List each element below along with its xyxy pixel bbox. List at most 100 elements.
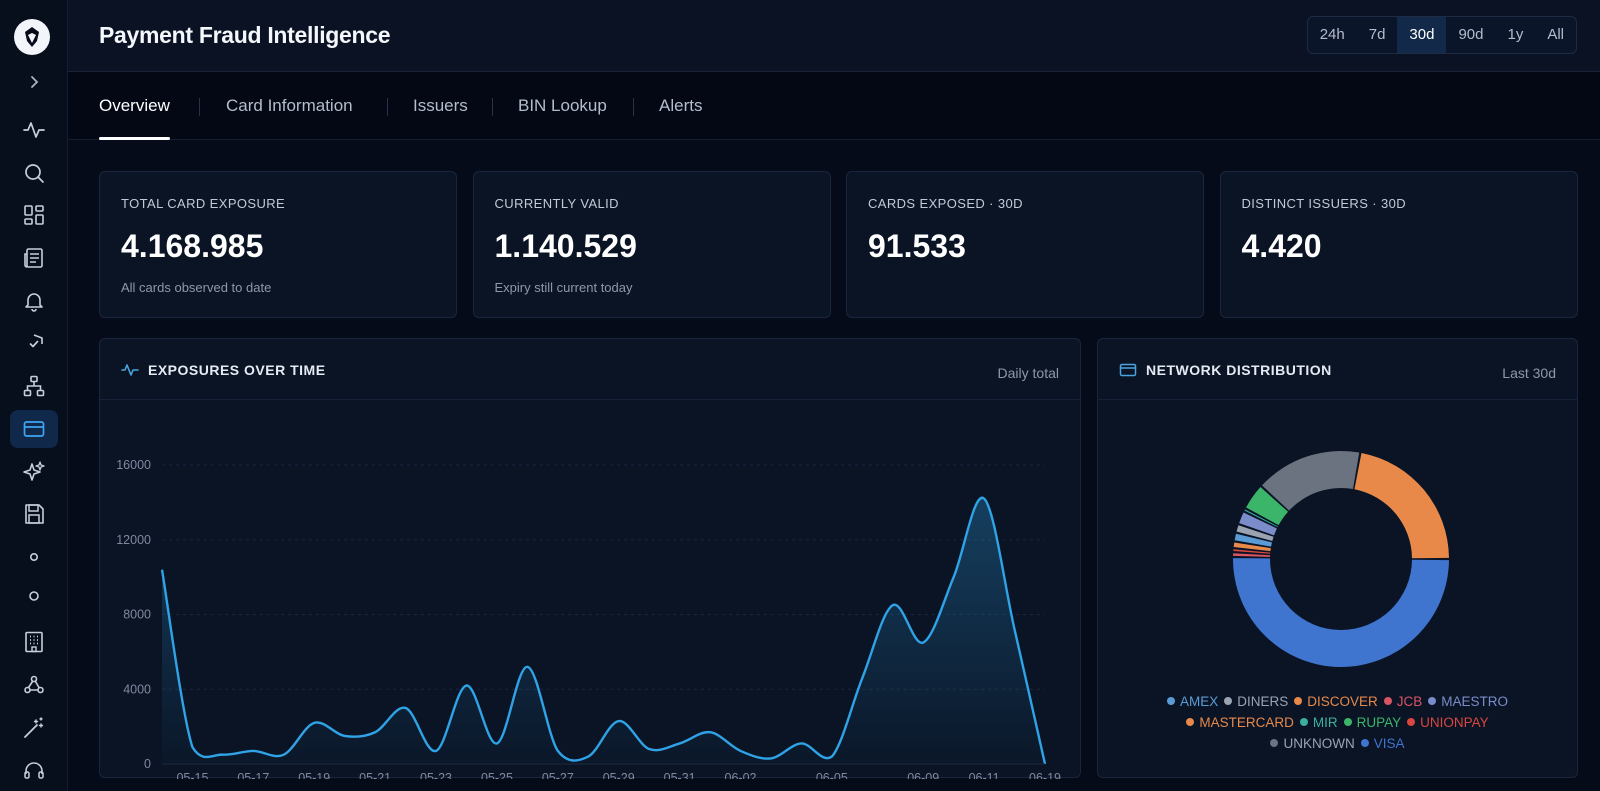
webhook-icon [24,675,44,694]
stat-card: TOTAL CARD EXPOSURE 4.168.985 All cards ob… [99,171,457,318]
y-tick-label: 4000 [123,682,151,696]
sidebar-item-security[interactable] [10,325,58,363]
stat-card: CURRENTLY VALID 1.140.529 Expiry still cur… [472,171,831,318]
search-icon [25,163,44,183]
donut-slice-unionpay[interactable] [1233,549,1271,554]
user-icon [29,590,39,601]
sidebar-item-webhooks[interactable] [10,666,58,704]
x-tick-label: 06-11 [969,771,1000,779]
sparkle-icon [23,460,45,481]
sidebar-item-storage[interactable] [10,495,58,533]
legend-item[interactable]: AMEX [1166,691,1218,712]
x-tick-label: 05-21 [359,771,391,779]
tab-card-information[interactable]: Card Information [226,96,353,115]
pulse-icon [23,122,45,138]
sidebar-item-tools[interactable] [10,709,58,747]
panel-note: Daily total [997,365,1059,381]
range-option-90d[interactable]: 90d [1458,26,1484,43]
stat-label: TOTAL CARD EXPOSURE [121,196,286,211]
credit-card-icon [1119,363,1137,377]
x-tick-label: 05-19 [298,771,330,779]
y-tick-label: 12000 [116,533,151,547]
stat-label: CURRENTLY VALID [494,196,619,211]
sidebar-item-cards[interactable] [10,409,58,448]
tab-overview[interactable]: Overview [99,96,170,140]
legend-label: MAESTRO [1441,694,1509,709]
legend-dot [1166,697,1175,705]
legend-item[interactable]: VISA [1360,733,1405,754]
legend-dot [1294,697,1303,705]
sidebar-item-dashboard[interactable] [10,196,58,234]
legend-row: UNKNOWN VISA [1118,733,1557,754]
donut-slice-mastercard[interactable] [1354,452,1449,559]
legend-item[interactable]: JCB [1383,691,1422,712]
sidebar-item-support[interactable] [10,752,58,790]
legend-item[interactable]: MIR [1299,712,1338,733]
legend-item[interactable]: DINERS [1224,691,1288,712]
sidebar-item-reports[interactable] [10,239,58,277]
panel-header: EXPOSURES OVER TIME Daily total [100,339,1080,400]
legend-dot [1270,739,1279,747]
x-tick-label: 05-29 [603,771,635,779]
panel-header: NETWORK DISTRIBUTION Last 30d [1098,339,1577,400]
legend-label: MASTERCARD [1199,715,1294,730]
legend-label: UNKNOWN [1283,736,1355,751]
sidebar-item-activity[interactable] [10,111,58,149]
stat-value: 4.168.985 [121,228,264,264]
chevron-right-icon[interactable] [24,72,44,92]
sidebar-item-network[interactable] [10,367,58,405]
sidebar-item-watch[interactable] [10,538,58,576]
x-tick-label: 05-23 [420,771,452,779]
pulse-icon [121,364,139,376]
donut-slice-rupay[interactable] [1246,487,1289,526]
hierarchy-icon [23,375,45,397]
donut-slice-amex[interactable] [1234,533,1272,547]
network-panel: NETWORK DISTRIBUTION Last 30d AMEX DINERS… [1097,338,1578,778]
x-tick-label: 06-02 [725,771,757,779]
legend-item[interactable]: DISCOVER [1294,691,1378,712]
legend-dot [1299,718,1308,726]
stat-value: 1.140.529 [494,228,637,264]
newspaper-icon [24,248,43,268]
range-option-24h[interactable]: 24h [1319,26,1345,43]
shield-logo-icon[interactable] [14,19,50,55]
range-option-30d[interactable]: 30d [1397,17,1447,53]
y-tick-label: 0 [144,757,151,771]
donut-slice-maestro[interactable] [1239,512,1277,536]
x-tick-label: 06-19 [1029,771,1061,779]
legend-item[interactable]: UNIONPAY [1407,712,1489,733]
range-option-7d[interactable]: 7d [1368,26,1386,43]
legend-row: MASTERCARD MIR RUPAY UNIONPAY [1118,712,1557,733]
range-option-1y[interactable]: 1y [1507,26,1524,43]
donut-slice-mir[interactable] [1244,509,1278,528]
legend-item[interactable]: MAESTRO [1428,691,1508,712]
legend-label: DISCOVER [1307,694,1378,709]
donut-slice-diners[interactable] [1236,525,1274,541]
range-option-all[interactable]: All [1547,26,1564,43]
panel-title: NETWORK DISTRIBUTION [1146,362,1332,378]
tab-issuers[interactable]: Issuers [413,96,468,115]
x-tick-label: 05-31 [664,771,696,779]
legend-dot [1428,697,1437,705]
legend-label: VISA [1373,736,1405,751]
legend-item[interactable]: RUPAY [1343,712,1401,733]
building-icon [25,632,43,653]
panel-title: EXPOSURES OVER TIME [148,362,326,378]
tab-bin-lookup[interactable]: BIN Lookup [518,96,607,115]
stat-label: DISTINCT ISSUERS · 30D [1241,196,1407,211]
legend-item[interactable]: UNKNOWN [1270,733,1355,754]
stat-card: CARDS EXPOSED · 30D 91.533 [846,171,1204,318]
x-tick-label: 05-25 [481,771,513,779]
donut-slice-visa[interactable] [1233,558,1449,667]
sidebar-item-insights[interactable] [10,453,58,491]
tab-alerts[interactable]: Alerts [659,96,703,115]
donut-slice-unknown[interactable] [1261,451,1360,511]
legend-dot [1360,739,1369,747]
sidebar-item-organizations[interactable] [10,623,58,661]
legend-item[interactable]: MASTERCARD [1186,712,1294,733]
donut-slice-discover[interactable] [1233,542,1271,552]
sidebar-item-notifications[interactable] [10,282,58,320]
sidebar-item-users[interactable] [10,581,58,619]
sidebar-item-search[interactable] [10,154,58,192]
donut-slice-jcb[interactable] [1233,553,1271,557]
